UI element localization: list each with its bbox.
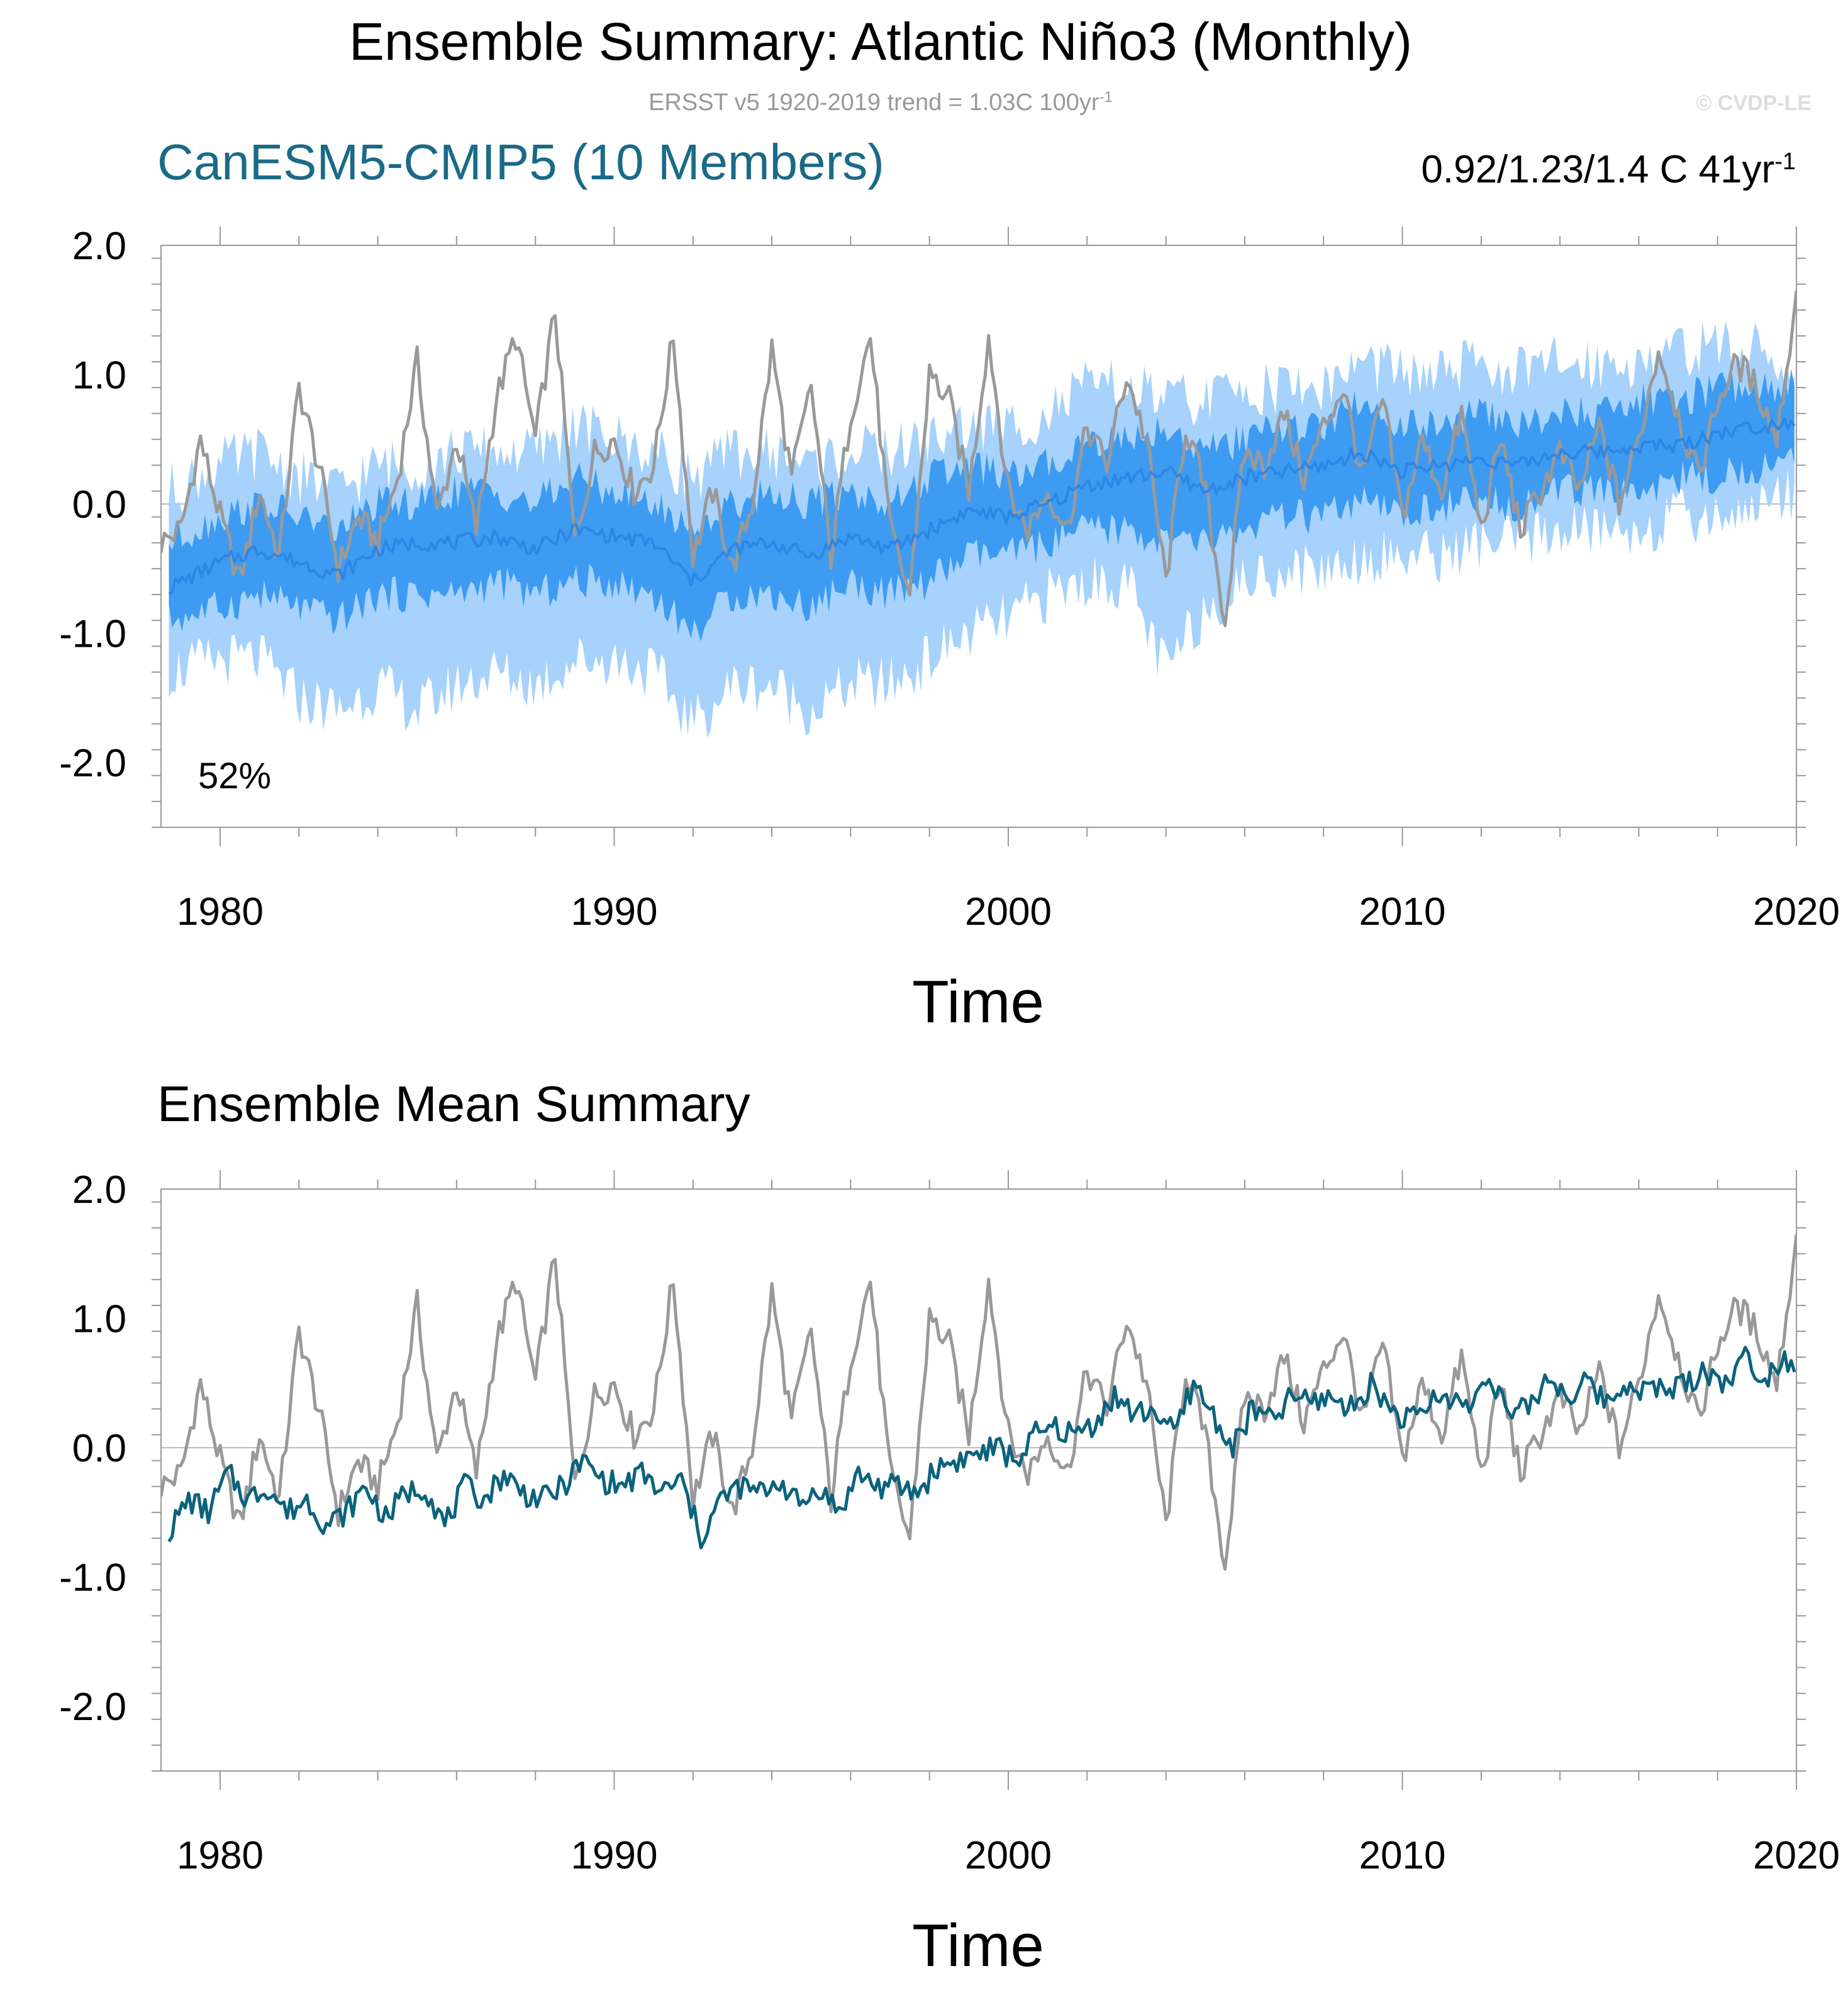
bottom-panel-xlabel: Time: [912, 1912, 1044, 1979]
x-tick-label: 2020: [1753, 1834, 1840, 1877]
bottom-panel-title: Ensemble Mean Summary: [157, 1076, 750, 1132]
y-tick-label: -1.0: [59, 613, 126, 656]
top-panel-trend-text: 0.92/1.23/1.4 C 41yr: [1421, 148, 1774, 191]
x-tick-label: 2020: [1753, 890, 1840, 934]
y-tick-label: 2.0: [72, 1168, 126, 1212]
obs-series-line: [161, 1234, 1796, 1571]
plot-area: [161, 290, 1796, 738]
y-tick-label: 1.0: [72, 1298, 126, 1341]
y-tick-label: -2.0: [59, 1685, 126, 1729]
y-tick-label: 1.0: [72, 354, 126, 398]
obs-series-line: [161, 290, 1796, 627]
top-panel-percent-label: 52%: [198, 756, 271, 796]
plot-frame: [160, 1188, 1797, 1772]
bottom-panel: 2.0 1.0 0.0 -1.0 -2.0 1980 1990 2000 2010 2020: [59, 1168, 1840, 1877]
x-tick-label: 2010: [1359, 890, 1446, 934]
x-tick-label: 2000: [965, 1834, 1052, 1877]
plot-area: [161, 1234, 1796, 1571]
x-tick-label: 1990: [571, 1834, 658, 1877]
obs-trend-note-text: ERSST v5 1920-2019 trend = 1.03C 100yr: [648, 89, 1099, 116]
y-tick-label: 0.0: [72, 483, 126, 527]
y-tick-label: -2.0: [59, 742, 126, 785]
obs-trend-note-sup: -1: [1099, 89, 1113, 106]
x-tick-label: 2010: [1359, 1834, 1446, 1877]
credit-watermark: © CVDP-LE: [1696, 91, 1812, 115]
top-panel: 2.0 1.0 0.0 -1.0 -2.0 1980 1990 2000 2010 2020: [59, 225, 1840, 934]
y-tick-label: -1.0: [59, 1556, 126, 1600]
plot-frame: [160, 245, 1797, 828]
x-tick-label: 1990: [571, 890, 658, 934]
obs-trend-note: ERSST v5 1920-2019 trend = 1.03C 100yr-1: [648, 89, 1113, 116]
top-panel-trend-label: 0.92/1.23/1.4 C 41yr-1: [1421, 148, 1796, 191]
figure-title: Ensemble Summary: Atlantic Niño3 (Monthl…: [349, 12, 1412, 71]
ensemble-spread-inner-band: [169, 369, 1795, 642]
y-tick-label: 0.0: [72, 1427, 126, 1470]
x-tick-label: 1980: [177, 1834, 264, 1877]
top-panel-title: CanESM5-CMIP5 (10 Members): [157, 134, 884, 190]
ensemble-mean-line: [168, 417, 1796, 595]
x-tick-label: 2000: [965, 890, 1052, 934]
y-tick-label: 2.0: [72, 225, 126, 268]
ensemble-mean-line: [167, 1346, 1796, 1550]
top-panel-trend-sup: -1: [1774, 148, 1796, 175]
top-panel-xlabel: Time: [912, 968, 1044, 1036]
x-tick-label: 1980: [177, 890, 264, 934]
